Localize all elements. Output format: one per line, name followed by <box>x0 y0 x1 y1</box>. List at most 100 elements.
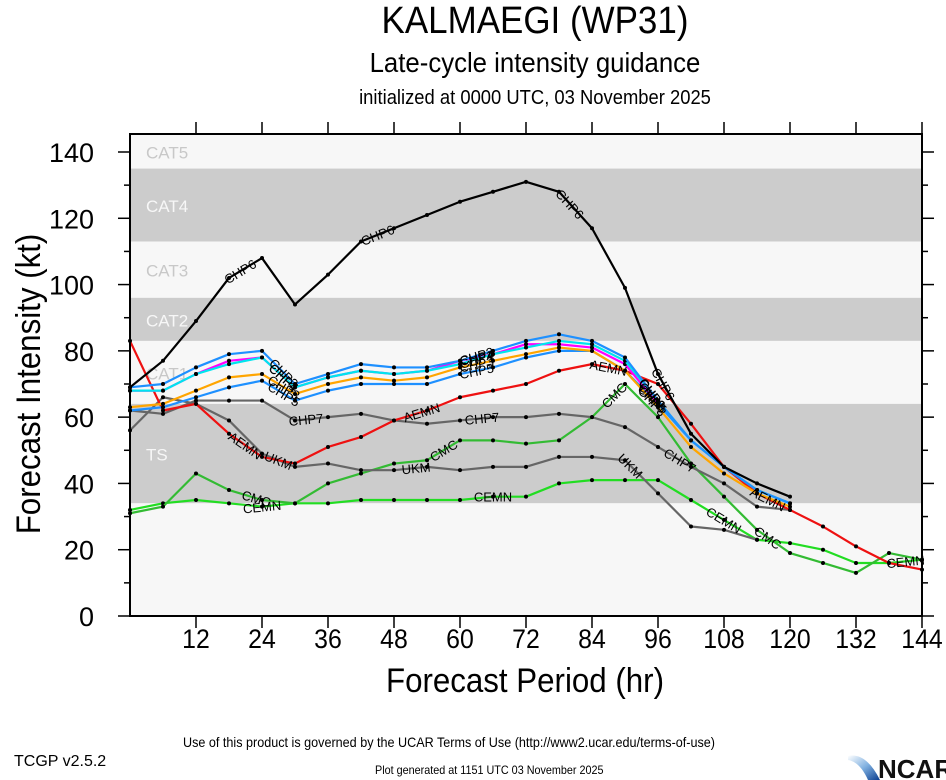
data-point-cemn <box>854 560 858 565</box>
data-point-cemn <box>524 494 528 499</box>
data-point-cmc <box>557 438 561 443</box>
data-point-aemn <box>491 388 495 393</box>
data-point-chp6 <box>557 189 561 194</box>
data-point-cmc <box>359 471 363 476</box>
x-tick-label: 12 <box>182 625 210 654</box>
data-point-chp7 <box>260 398 264 403</box>
data-point-cmc <box>524 441 528 446</box>
data-point-chp6 <box>590 226 594 231</box>
data-point-chp5 <box>194 395 198 400</box>
data-point-chp2 <box>194 365 198 370</box>
x-tick-label: 60 <box>446 625 474 654</box>
x-tick-label: 72 <box>512 625 540 654</box>
data-point-chp3 <box>491 358 495 363</box>
data-point-chp5 <box>227 385 231 390</box>
data-point-chp3 <box>392 378 396 383</box>
y-tick-label: 20 <box>64 536 94 566</box>
data-point-ukm <box>293 464 297 469</box>
series-label-cemn: CEMN <box>242 498 282 517</box>
data-point-cemn <box>656 478 660 483</box>
data-point-cmc <box>821 560 825 565</box>
data-point-chp6 <box>161 358 165 363</box>
data-point-aemn <box>227 431 231 436</box>
data-point-chp1 <box>491 352 495 357</box>
y-axis-label: Forecast Intensity (kt) <box>9 234 48 535</box>
data-point-chp2 <box>788 501 792 506</box>
generated-timestamp: Plot generated at 1151 UTC 03 November 2… <box>375 763 604 777</box>
data-point-cmc <box>392 461 396 466</box>
x-tick-label: 144 <box>901 625 942 654</box>
data-point-chp1 <box>557 338 561 343</box>
data-point-chp5 <box>491 365 495 370</box>
data-point-ukm <box>557 454 561 459</box>
band-cat3 <box>130 241 922 298</box>
data-point-ukm <box>260 451 264 456</box>
data-point-chp7 <box>656 444 660 449</box>
data-point-cemn <box>491 494 495 499</box>
data-point-cemn <box>821 547 825 552</box>
x-axis-label: Forecast Period (hr) <box>386 661 664 700</box>
y-tick-label: 120 <box>49 204 94 234</box>
data-point-cmc <box>854 570 858 575</box>
data-point-ukm <box>623 458 627 463</box>
terms-of-use-notice: Use of this product is governed by the U… <box>183 734 715 750</box>
series-label-cemn: CEMN <box>474 490 512 505</box>
data-point-cemn <box>227 501 231 506</box>
data-point-cemn <box>788 541 792 546</box>
data-point-chp3 <box>425 375 429 380</box>
data-point-cmc <box>293 501 297 506</box>
data-point-cmc <box>425 458 429 463</box>
data-point-cemn <box>359 498 363 502</box>
data-point-chp3 <box>458 365 462 370</box>
ncar-logo: NCAR <box>848 754 946 780</box>
data-point-cmc <box>194 471 198 476</box>
data-point-aemn <box>590 362 594 367</box>
data-point-chp7 <box>491 415 495 420</box>
data-point-chp5 <box>326 388 330 393</box>
data-point-ukm <box>590 454 594 459</box>
data-point-chp1 <box>425 368 429 373</box>
data-point-chp2 <box>755 488 759 493</box>
data-point-chp3 <box>227 375 231 380</box>
data-point-chp7 <box>755 504 759 509</box>
data-point-chp7 <box>161 411 165 416</box>
data-point-chp6 <box>458 199 462 204</box>
data-point-cmc <box>326 481 330 486</box>
data-point-cmc <box>656 415 660 420</box>
data-point-chp2 <box>359 362 363 367</box>
data-point-aemn <box>392 418 396 423</box>
data-point-chp5 <box>293 398 297 403</box>
data-point-chp7 <box>293 418 297 423</box>
data-point-cmc <box>458 438 462 443</box>
data-point-cemn <box>392 498 396 502</box>
data-point-chp1 <box>227 362 231 367</box>
data-point-aemn <box>161 408 165 413</box>
y-tick-label: 0 <box>79 602 94 632</box>
band-cat2 <box>130 297 922 341</box>
data-point-aemn <box>293 461 297 466</box>
series-label-chp3: CHP3 <box>458 354 495 376</box>
y-tick-label: 60 <box>64 403 94 433</box>
data-point-chp2 <box>524 338 528 343</box>
data-point-ukm <box>491 464 495 469</box>
data-point-cmc <box>491 438 495 443</box>
x-tick-label: 96 <box>644 625 672 654</box>
data-point-chp2 <box>227 352 231 357</box>
data-point-cemn <box>194 498 198 502</box>
data-point-chp6 <box>227 275 231 280</box>
series-label-chp5: CHP5 <box>458 360 495 382</box>
data-point-chp3 <box>689 444 693 449</box>
data-point-chp6 <box>524 179 528 184</box>
data-point-ukm <box>524 464 528 469</box>
data-point-cemn <box>458 498 462 502</box>
data-point-aemn <box>194 401 198 406</box>
data-point-chp6 <box>656 372 660 377</box>
data-point-aemn <box>854 544 858 549</box>
data-point-chp3 <box>260 372 264 377</box>
y-tick-label: 80 <box>64 337 94 367</box>
data-point-ukm <box>656 491 660 496</box>
data-point-chp5 <box>392 382 396 386</box>
data-point-chp2 <box>260 348 264 353</box>
ncar-swoosh-icon <box>848 755 880 780</box>
